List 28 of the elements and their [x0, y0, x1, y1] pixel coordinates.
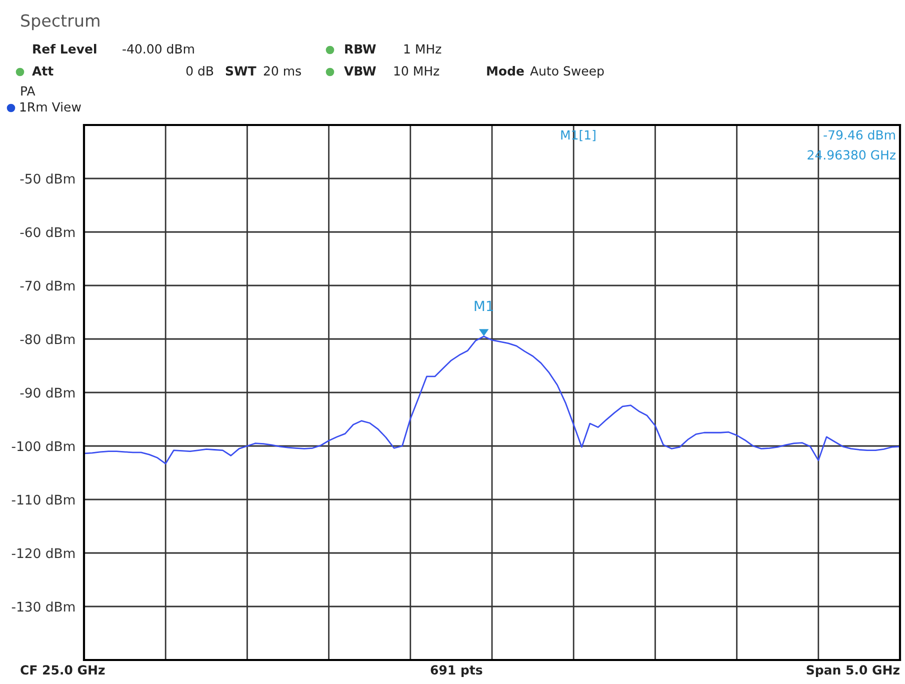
annotation: -79.46 dBm — [824, 130, 895, 140]
text: CF 25.0 GHz — [20, 665, 105, 675]
text: 691 pts — [430, 665, 482, 678]
text: 10 MHz — [394, 66, 440, 76]
text: -40.00 dBm — [122, 44, 194, 54]
text: RBW — [345, 44, 376, 54]
y-tick-label: -80 dBm — [20, 334, 75, 344]
y-tick-label: -70 dBm — [20, 280, 75, 291]
text: 0 dB — [186, 66, 214, 76]
y-tick-label: -50 dBm — [20, 173, 75, 184]
y-tick-label: -60 dBm — [20, 226, 75, 238]
text: 1 MHz — [404, 44, 442, 54]
chart-title: Spectrum — [21, 14, 100, 30]
text: PA — [21, 86, 36, 96]
y-tick-label: -90 dBm — [20, 387, 75, 398]
text: SWT — [226, 66, 256, 76]
text: Mode — [487, 66, 524, 76]
text: 1Rm View — [20, 102, 81, 112]
text: 20 ms — [264, 66, 301, 76]
y-tick-label: -130 dBm — [12, 601, 75, 612]
text: VBW — [344, 66, 376, 76]
text: Auto Sweep — [530, 66, 604, 78]
text: Ref Level — [33, 44, 96, 54]
y-tick-label: -100 dBm — [12, 440, 75, 452]
text: Span 5.0 GHz — [806, 665, 900, 678]
y-tick-label: -120 dBm — [12, 548, 75, 558]
y-tick-label: -110 dBm — [12, 494, 75, 505]
text: Att — [32, 66, 54, 76]
